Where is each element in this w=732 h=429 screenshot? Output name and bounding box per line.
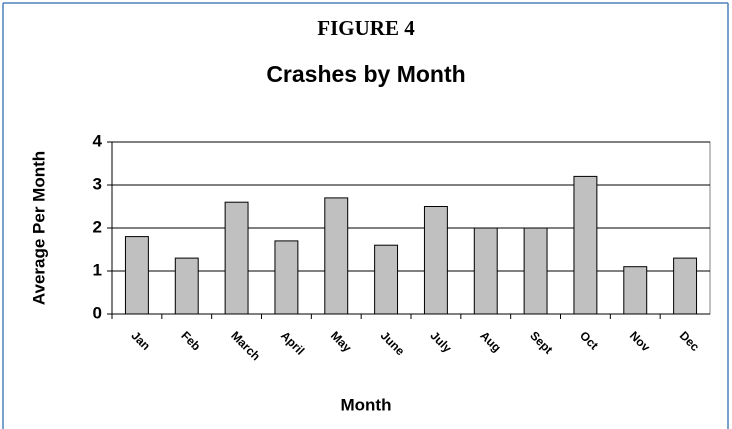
x-tick-label: Sept <box>527 328 555 356</box>
bar <box>274 240 299 315</box>
bar <box>324 197 349 315</box>
x-tick-label: Dec <box>677 328 703 354</box>
x-tick-label: Nov <box>627 328 653 354</box>
y-axis-label: Average Per Month <box>29 151 48 305</box>
bar <box>124 236 149 315</box>
x-tick-label: June <box>378 328 408 358</box>
y-tick-label: 2 <box>93 217 102 236</box>
figure-label: FIGURE 4 <box>317 16 415 40</box>
x-axis-label: Month <box>341 395 392 414</box>
x-tick-label: Feb <box>178 328 203 353</box>
x-tick-label: July <box>428 328 455 355</box>
x-tick-label: March <box>228 328 263 363</box>
chart-title: Crashes by Month <box>266 61 465 87</box>
x-tick-label: Oct <box>577 328 601 352</box>
x-tick-label: Aug <box>477 328 503 354</box>
y-tick-label: 0 <box>93 303 102 322</box>
x-tick-label: May <box>328 328 355 355</box>
bar <box>423 206 448 315</box>
y-tick-label: 4 <box>93 131 103 150</box>
x-tick-label: April <box>278 328 307 357</box>
y-tick-label: 3 <box>93 174 102 193</box>
bar <box>623 266 648 315</box>
bar <box>473 227 498 315</box>
bar <box>573 175 598 315</box>
bar <box>174 257 199 315</box>
y-tick-label: 1 <box>93 260 102 279</box>
x-tick-label: Jan <box>129 328 154 353</box>
bar <box>523 227 548 315</box>
bar <box>673 257 698 315</box>
bar <box>224 201 249 315</box>
bar <box>374 244 399 315</box>
